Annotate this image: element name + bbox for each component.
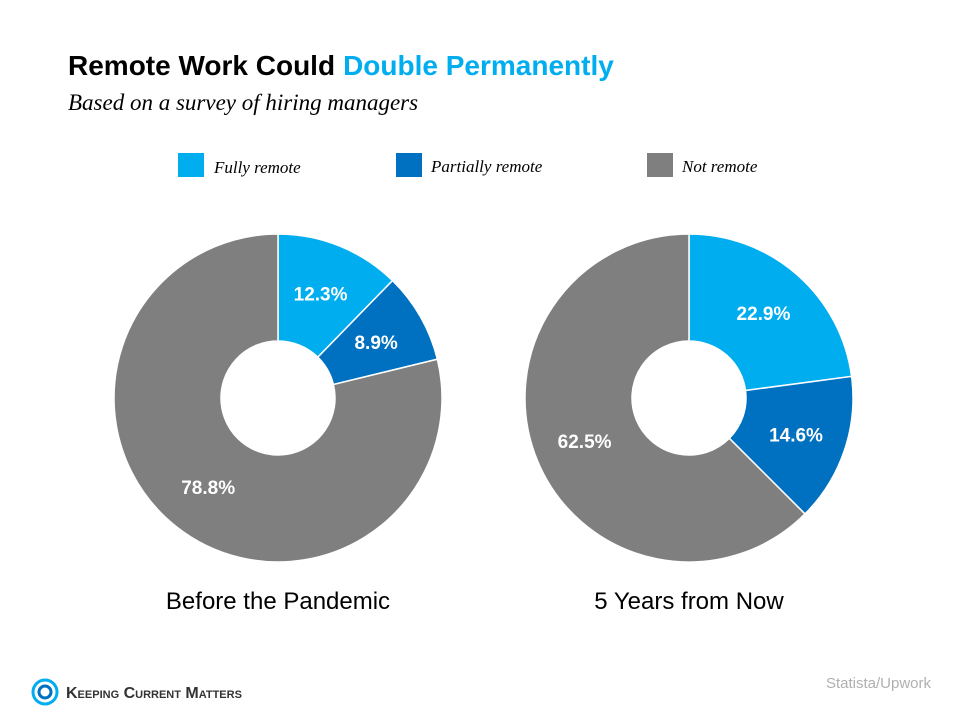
legend-label: Fully remote (213, 158, 301, 177)
legend-swatch (178, 153, 204, 177)
donut-chart: 22.9% 14.6% 62.5% 5 Years from Now (524, 233, 854, 615)
donut-segment (688, 233, 853, 392)
data-label: 62.5% (558, 432, 612, 453)
legend-label: Not remote (681, 157, 758, 176)
legend-label: Partially remote (430, 157, 543, 176)
logo: Keeping Current Matters (31, 678, 242, 706)
data-label: 78.8% (181, 478, 235, 499)
donut-segment (113, 233, 443, 563)
logo-inner (37, 684, 53, 700)
data-label: 12.3% (294, 284, 348, 305)
logo-ring (31, 678, 59, 706)
title-main: Remote Work Could (68, 50, 335, 81)
title-highlight: Double Permanently (343, 50, 614, 81)
source: Statista/Upwork (826, 675, 932, 692)
chart-title: 5 Years from Now (594, 588, 784, 615)
donut-segment (524, 233, 807, 563)
data-label: 22.9% (737, 304, 791, 325)
legend-swatch (396, 153, 422, 177)
chart-title: Before the Pandemic (166, 588, 390, 615)
donut-chart: 12.3% 8.9% 78.8% Before the Pandemic (113, 233, 443, 615)
data-label: 14.6% (769, 425, 823, 446)
logo-text: Keeping Current Matters (66, 685, 242, 702)
legend-swatch (647, 153, 673, 177)
subtitle: Based on a survey of hiring managers (68, 90, 418, 115)
legend: Fully remote Partially remote Not remote (178, 153, 758, 177)
title: Remote Work Could Double Permanently (68, 50, 614, 81)
data-label: 8.9% (354, 333, 397, 354)
donut-segment (728, 375, 854, 516)
